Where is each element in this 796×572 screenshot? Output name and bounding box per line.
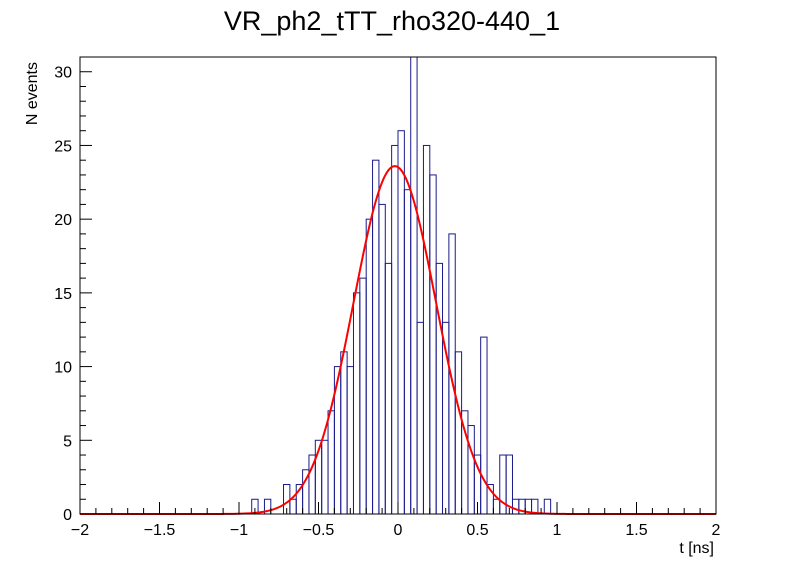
y-axis-title: N events (24, 62, 41, 125)
x-tick-label: 0.5 (466, 522, 488, 539)
x-axis-title: t [ns] (679, 540, 714, 557)
y-tick-label: 0 (63, 507, 72, 524)
chart-title: VR_ph2_tTT_rho320-440_1 (224, 6, 560, 36)
y-axis: 0 5 10 15 20 25 30 (54, 56, 92, 524)
x-tick-label: −1.5 (144, 522, 176, 539)
x-tick-label: 1 (553, 522, 562, 539)
x-tick-label: −2 (71, 522, 89, 539)
x-tick-label: −1 (230, 522, 248, 539)
x-tick-label: 0 (394, 522, 403, 539)
x-tick-label: 1.5 (625, 522, 647, 539)
y-tick-label: 10 (54, 360, 72, 377)
y-tick-label: 25 (54, 138, 72, 155)
x-axis: −2 −1.5 −1 −0.5 0 0.5 1 1.5 2 (71, 502, 721, 539)
y-tick-label: 5 (63, 433, 72, 450)
y-tick-label: 20 (54, 212, 72, 229)
x-tick-label: −0.5 (303, 522, 335, 539)
x-tick-label: 2 (712, 522, 721, 539)
y-tick-label: 30 (54, 65, 72, 82)
y-tick-label: 15 (54, 286, 72, 303)
